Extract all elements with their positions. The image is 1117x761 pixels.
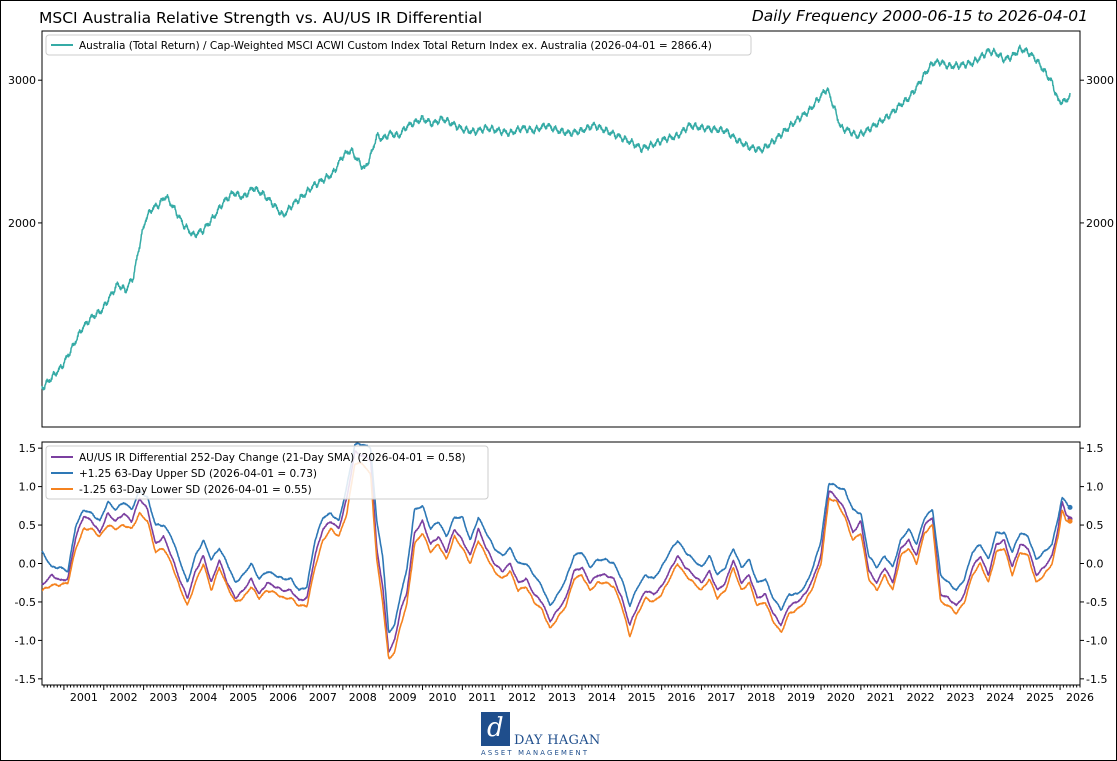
x-tick-label: 2012 — [508, 691, 536, 704]
top-plot-area — [41, 30, 1081, 428]
top-ytick-label-left: 2000 — [8, 217, 36, 230]
bottom-ytick-label-left: 1.5 — [19, 442, 37, 455]
bottom-ytick-label-left: -0.5 — [15, 596, 36, 609]
bottom-ytick-label-right: -1.5 — [1086, 673, 1107, 686]
top-ytick-label-right: 2000 — [1086, 217, 1114, 230]
series-end-marker — [1067, 518, 1073, 524]
x-tick-label: 2020 — [827, 691, 855, 704]
series-line-ir-differential — [41, 450, 1071, 653]
x-tick-label: 2017 — [707, 691, 735, 704]
bottom-ytick-label-left: 0.0 — [19, 558, 37, 571]
x-tick-label: 2007 — [309, 691, 337, 704]
x-tick-label: 2010 — [428, 691, 456, 704]
bottom-legend-label: +1.25 63-Day Upper SD (2026-04-01 = 0.73… — [79, 468, 317, 480]
bottom-ytick-label-left: -1.5 — [15, 673, 36, 686]
x-tick-label: 2011 — [468, 691, 496, 704]
x-tick-label: 2026 — [1066, 691, 1094, 704]
bottom-ytick-label-right: -0.5 — [1086, 596, 1107, 609]
series-line-lower-sd — [41, 461, 1071, 660]
x-tick-label: 2021 — [867, 691, 895, 704]
logo-name: DAY HAGAN — [514, 733, 601, 748]
x-tick-label: 2018 — [747, 691, 775, 704]
x-tick-label: 2004 — [189, 691, 217, 704]
logo-tagline: ASSET MANAGEMENT — [481, 749, 590, 757]
bottom-legend-box — [45, 445, 489, 500]
bottom-ytick-label-right: 1.0 — [1086, 481, 1104, 494]
bottom-legend-label: -1.25 63-Day Lower SD (2026-04-01 = 0.55… — [79, 484, 312, 496]
bottom-ytick-label-left: -1.0 — [15, 634, 36, 647]
bottom-ytick-label-right: 0.5 — [1086, 519, 1104, 532]
series-line-australia-relative-strength — [41, 44, 1071, 391]
x-tick-label: 2002 — [110, 691, 138, 704]
bottom-panel: -1.5 -1.5 -1.0 -1.0 -0.5 -0.5 0.0 0.0 0.5 0.5 1.0 1… — [15, 441, 1107, 704]
top-legend: Australia (Total Return) / Cap-Weighted … — [45, 34, 752, 56]
bottom-ytick-label-right: -1.0 — [1086, 634, 1107, 647]
series-line-upper-sd — [41, 442, 1071, 634]
x-tick-label: 2024 — [986, 691, 1014, 704]
x-tick-label: 2019 — [787, 691, 815, 704]
top-legend-box — [45, 34, 752, 56]
series-end-marker — [1067, 504, 1073, 510]
x-tick-label: 2023 — [946, 691, 974, 704]
logo-mark-icon: d — [481, 712, 510, 746]
x-tick-label: 2015 — [628, 691, 656, 704]
x-tick-label: 2025 — [1026, 691, 1054, 704]
x-tick-label: 2003 — [150, 691, 178, 704]
top-panel: 2000 2000 3000 3000 Australia (Total Return)… — [8, 30, 1114, 428]
bottom-legend: AU/US IR Differential 252-Day Change (21… — [45, 445, 489, 500]
company-logo: d DAY HAGAN ASSET MANAGEMENT — [481, 712, 611, 758]
x-tick-label: 2005 — [229, 691, 257, 704]
x-tick-label: 2006 — [269, 691, 297, 704]
bottom-ytick-label-left: 1.0 — [19, 481, 37, 494]
chart-title: MSCI Australia Relative Strength vs. AU/… — [39, 9, 483, 27]
x-tick-label: 2009 — [389, 691, 417, 704]
bottom-ytick-label-right: 1.5 — [1086, 442, 1104, 455]
x-tick-label: 2014 — [588, 691, 616, 704]
top-legend-label: Australia (Total Return) / Cap-Weighted … — [79, 40, 712, 52]
x-tick-label: 2016 — [668, 691, 696, 704]
top-ytick-label-right: 3000 — [1086, 74, 1114, 87]
chart-subtitle: Daily Frequency 2000-06-15 to 2026-04-01 — [751, 7, 1088, 25]
top-ytick-label-left: 3000 — [8, 74, 36, 87]
x-tick-label: 2008 — [349, 691, 377, 704]
x-tick-label: 2022 — [907, 691, 935, 704]
bottom-legend-label: AU/US IR Differential 252-Day Change (21… — [79, 452, 466, 464]
x-tick-label: 2001 — [70, 691, 98, 704]
x-tick-label: 2013 — [548, 691, 576, 704]
bottom-ytick-label-left: 0.5 — [19, 519, 37, 532]
bottom-ytick-label-right: 0.0 — [1086, 558, 1104, 571]
